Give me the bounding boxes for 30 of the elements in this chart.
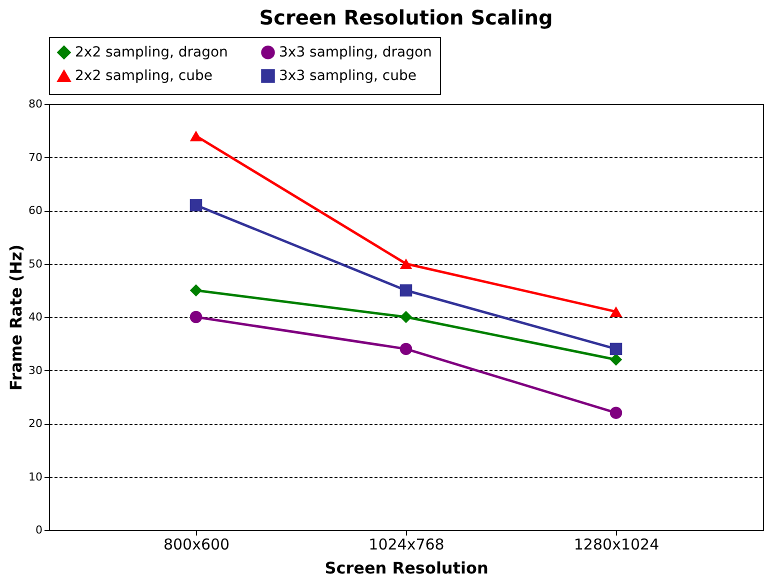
point [400,310,412,324]
x-axis-title: Screen Resolution [324,558,488,578]
point [610,406,622,419]
y-tick-label: 60 [28,204,42,217]
y-tick-label: 40 [28,310,42,324]
y-axis-title: Frame Rate (Hz) [6,244,26,391]
legend-label: 2x2 sampling, dragon [75,44,228,60]
point [190,130,202,142]
y-tick-label: 10 [28,470,42,484]
chart-title: Screen Resolution Scaling [259,6,553,30]
point [610,342,622,356]
point [400,284,412,296]
point [190,199,202,212]
y-tick-label: 50 [28,257,42,270]
y-tick-label: 70 [28,150,42,164]
legend-label: 3x3 sampling, dragon [279,44,432,60]
point [400,342,412,356]
y-tick-label: 0 [36,524,42,536]
point [610,306,622,317]
legend-label: 2x2 sampling, cube [75,68,212,84]
x-tick-label: 1280x1024 [574,536,660,554]
y-tick-label: 20 [28,417,42,430]
y-tick-label: 30 [28,364,42,377]
legend-label: 3x3 sampling, cube [279,68,416,84]
x-tick-label: 800x600 [163,536,230,554]
x-tick-label: 1024x768 [368,536,444,554]
point [190,284,202,296]
y-tick-label: 80 [28,98,42,110]
point [190,310,202,324]
point [400,258,412,270]
